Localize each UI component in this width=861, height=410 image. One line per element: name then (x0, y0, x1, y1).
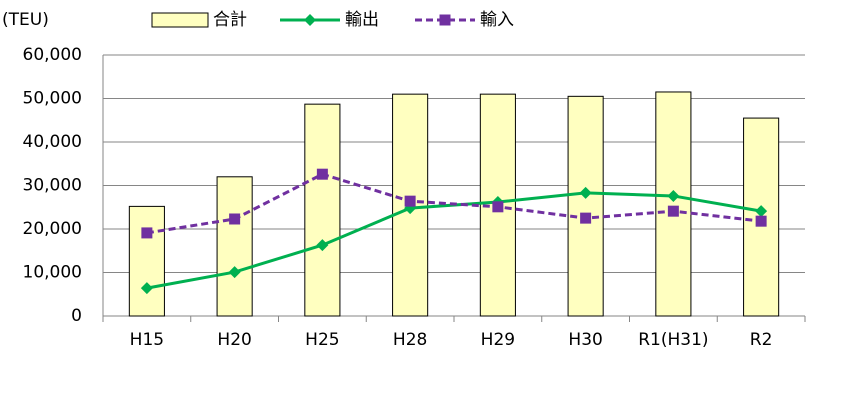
legend-swatch (151, 12, 209, 28)
point (228, 266, 241, 279)
legend-label: 輸出 (345, 10, 379, 30)
bar (655, 91, 692, 317)
point (141, 227, 153, 239)
y-tick-label: 30,000 (23, 176, 82, 196)
point (755, 215, 767, 227)
point (316, 168, 328, 180)
point (316, 239, 329, 252)
point (404, 195, 416, 207)
legend-label: 合計 (213, 10, 247, 30)
x-tick-label: H28 (393, 330, 427, 350)
x-tick-label: H20 (217, 330, 251, 350)
x-tick-label: H15 (130, 330, 164, 350)
x-tick-label: H25 (305, 330, 339, 350)
y-tick-label: 40,000 (23, 132, 82, 152)
x-tick-label: R1(H31) (638, 330, 708, 350)
y-tick-label: 0 (71, 306, 82, 326)
point (580, 212, 592, 224)
point (667, 205, 679, 217)
legend-marker (304, 14, 316, 26)
y-tick-label: 10,000 (23, 263, 82, 283)
point (755, 205, 768, 218)
point (492, 201, 504, 213)
x-tick-label: H29 (481, 330, 515, 350)
bar (567, 95, 604, 317)
x-tick-label: R2 (750, 330, 773, 350)
point (579, 186, 592, 199)
y-axis-label: (TEU) (2, 10, 49, 30)
y-tick-label: 60,000 (23, 45, 82, 65)
legend-marker (439, 14, 451, 26)
bar (128, 205, 165, 317)
bar (304, 103, 341, 317)
x-tick-label: H30 (568, 330, 602, 350)
point (229, 213, 241, 225)
bar (216, 176, 253, 317)
legend-label: 輸入 (480, 10, 514, 30)
y-tick-label: 20,000 (23, 219, 82, 239)
y-tick-label: 50,000 (23, 89, 82, 109)
point (140, 282, 153, 295)
line (146, 172, 762, 235)
point (667, 189, 680, 202)
